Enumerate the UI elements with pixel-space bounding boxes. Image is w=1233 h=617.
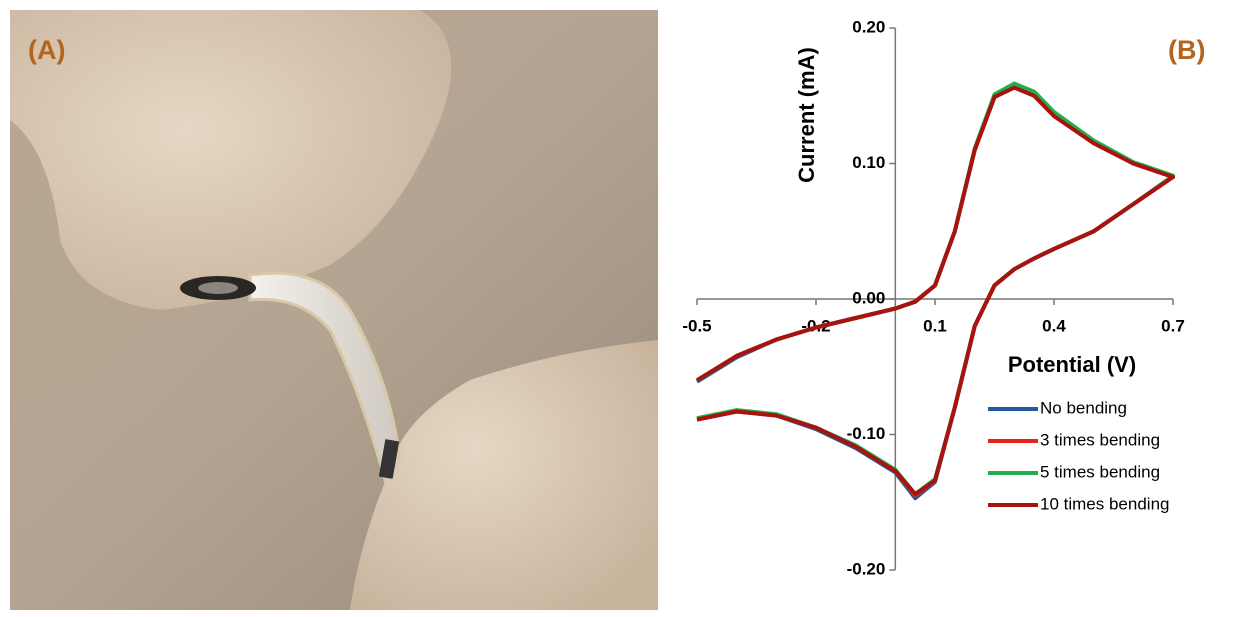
x-axis-title: Potential (V)	[1008, 352, 1136, 377]
panel-label: (A)	[28, 35, 65, 65]
legend-label: No bending	[1040, 398, 1127, 417]
y-tick-label: 0.10	[852, 153, 885, 172]
photo: (A)	[10, 10, 658, 610]
legend-label: 10 times bending	[1040, 494, 1169, 513]
x-tick-label: -0.5	[682, 316, 711, 335]
x-tick-label: 0.7	[1161, 316, 1185, 335]
legend-label: 5 times bending	[1040, 462, 1160, 481]
legend-label: 3 times bending	[1040, 430, 1160, 449]
panel-label: (B)	[1168, 35, 1205, 65]
y-tick-label: -0.10	[847, 424, 886, 443]
x-tick-label: 0.1	[923, 316, 947, 335]
y-tick-label: 0.00	[852, 288, 885, 307]
figure: (A) 0.200.100.00-0.10-0.20-0.5-0.20.10.4…	[0, 0, 1233, 617]
x-tick-label: 0.4	[1042, 316, 1066, 335]
y-tick-label: -0.20	[847, 559, 886, 578]
y-tick-label: 0.20	[852, 17, 885, 36]
y-axis-title: Current (mA)	[794, 47, 819, 183]
